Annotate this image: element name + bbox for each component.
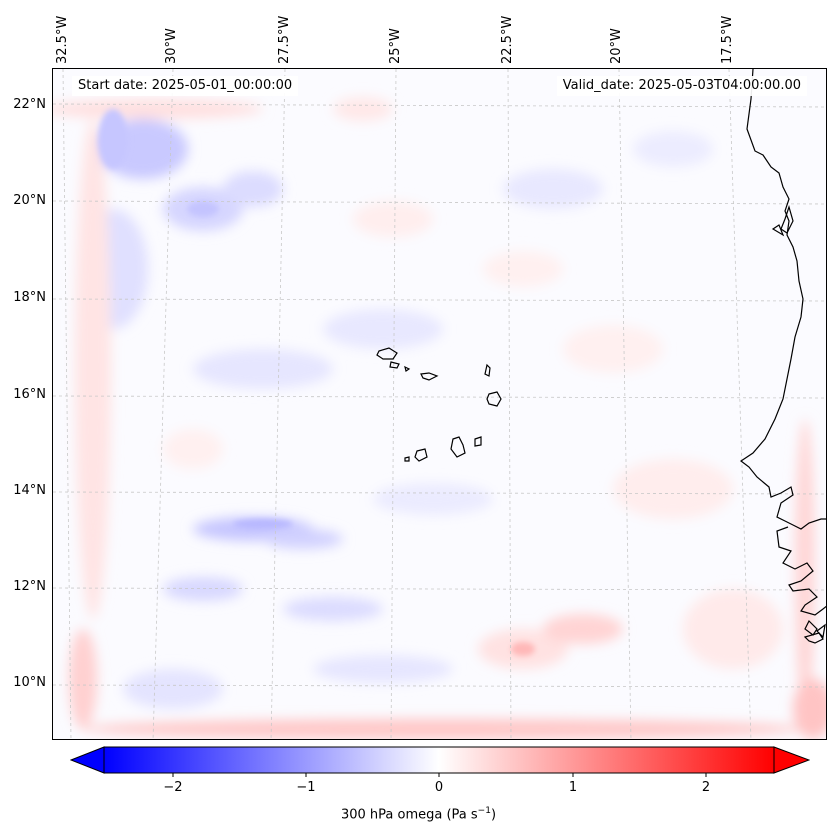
lon-label-20w: 20°W	[609, 28, 624, 64]
colorbar-tick-neg2: −2	[163, 780, 183, 795]
colorbar-low-extend	[70, 746, 105, 774]
lon-label-27-5w: 27.5°W	[277, 15, 292, 64]
colorbar-tick-marks	[172, 773, 707, 777]
lon-label-22-5w: 22.5°W	[500, 15, 515, 64]
colorbar-tick-neg1: −1	[296, 780, 316, 795]
colorbar	[70, 746, 810, 777]
colorbar-high-extend	[773, 746, 810, 774]
lat-label-18n: 18°N	[13, 290, 46, 305]
colorbar-tick-1: 1	[568, 780, 578, 795]
colorbar-label: 300 hPa omega (Pa s−1)	[340, 806, 497, 823]
lat-label-12n: 12°N	[13, 579, 46, 594]
graticule	[53, 69, 826, 739]
lon-label-30w: 30°W	[164, 28, 179, 64]
map-panel[interactable]	[52, 68, 827, 740]
valid-date-label: Valid_date: 2025-05-03T04:00:00.00	[556, 76, 807, 96]
colorbar-tick-2: 2	[701, 780, 711, 795]
colorbar-gradient	[103, 746, 775, 774]
lat-label-22n: 22°N	[13, 97, 46, 112]
lon-label-17-5w: 17.5°W	[720, 15, 735, 64]
colorbar-tick-0: 0	[434, 780, 444, 795]
lon-label-25w: 25°W	[388, 28, 403, 64]
lat-label-14n: 14°N	[13, 483, 46, 498]
omega-field	[53, 97, 826, 739]
lon-label-32-5w: 32.5°W	[55, 15, 70, 64]
lat-label-10n: 10°N	[13, 675, 46, 690]
coastline	[376, 69, 826, 644]
omega-field-map	[53, 69, 826, 739]
lat-label-16n: 16°N	[13, 387, 46, 402]
start-date-label: Start date: 2025-05-01_00:00:00	[72, 76, 299, 96]
lat-label-20n: 20°N	[13, 193, 46, 208]
